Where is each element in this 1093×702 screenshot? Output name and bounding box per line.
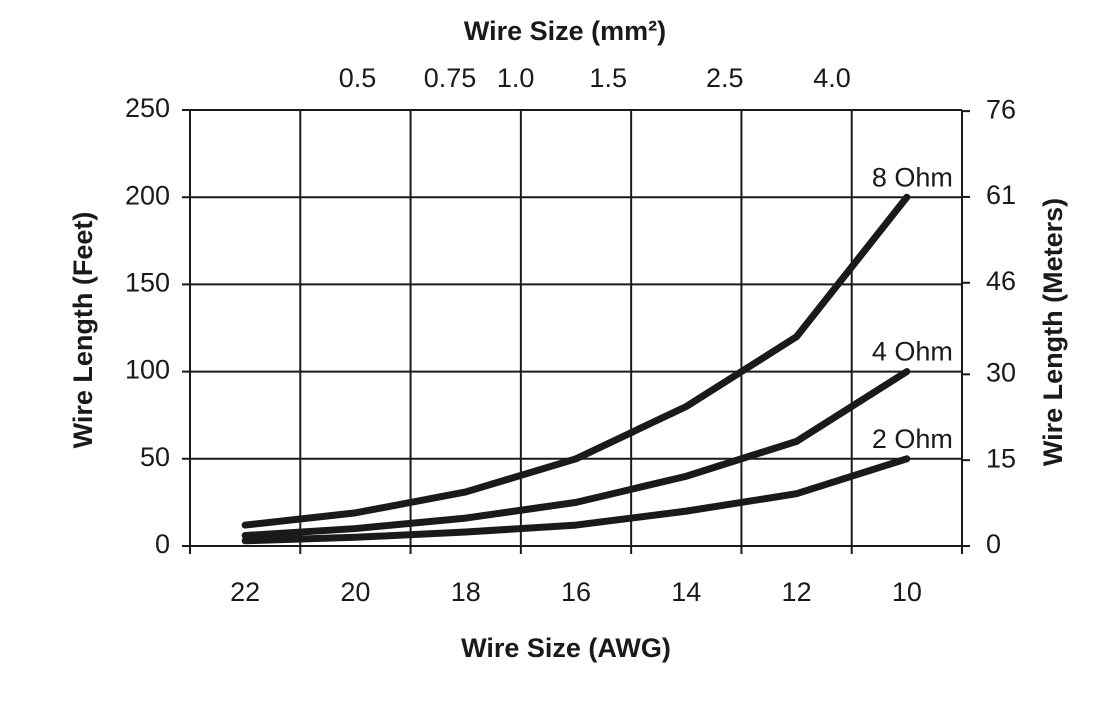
y-tick-label: 150 bbox=[125, 268, 170, 298]
y-axis-title: Wire Length (Feet) bbox=[68, 212, 98, 449]
series-line bbox=[241, 455, 911, 545]
y2-tick-label: 61 bbox=[986, 180, 1016, 210]
series-label: 2 Ohm bbox=[872, 424, 953, 454]
x-tick-label: 12 bbox=[782, 577, 812, 607]
y2-tick-label: 0 bbox=[986, 529, 1001, 559]
x-tick-label: 18 bbox=[451, 577, 481, 607]
x2-tick-label: 0.5 bbox=[339, 63, 377, 93]
top-axis-title: Wire Size (mm²) bbox=[464, 16, 666, 46]
series-line bbox=[241, 368, 911, 540]
x-tick-label: 20 bbox=[340, 577, 370, 607]
x-tick-label: 22 bbox=[230, 577, 260, 607]
y2-tick-label: 30 bbox=[986, 357, 1016, 387]
y-tick-label: 200 bbox=[125, 180, 170, 210]
x-axis-title: Wire Size (AWG) bbox=[461, 633, 671, 663]
x2-tick-label: 0.75 bbox=[424, 63, 477, 93]
y-tick-label: 50 bbox=[140, 442, 170, 472]
series-line bbox=[241, 193, 911, 529]
x2-tick-label: 1.5 bbox=[589, 63, 627, 93]
x-tick-label: 16 bbox=[561, 577, 591, 607]
y2-tick-label: 76 bbox=[986, 94, 1016, 124]
x2-tick-label: 2.5 bbox=[706, 63, 744, 93]
x2-tick-label: 4.0 bbox=[813, 63, 851, 93]
y2-tick-label: 46 bbox=[986, 266, 1016, 296]
y-tick-label: 0 bbox=[155, 529, 170, 559]
y-tick-label: 250 bbox=[125, 93, 170, 123]
series-label: 4 Ohm bbox=[872, 337, 953, 367]
x-tick-label: 14 bbox=[671, 577, 701, 607]
y2-tick-label: 15 bbox=[986, 443, 1016, 473]
x-tick-label: 10 bbox=[892, 577, 922, 607]
y2-axis-title: Wire Length (Meters) bbox=[1038, 198, 1068, 466]
y-tick-label: 100 bbox=[125, 355, 170, 385]
series-label: 8 Ohm bbox=[872, 162, 953, 192]
x2-tick-label: 1.0 bbox=[497, 63, 535, 93]
